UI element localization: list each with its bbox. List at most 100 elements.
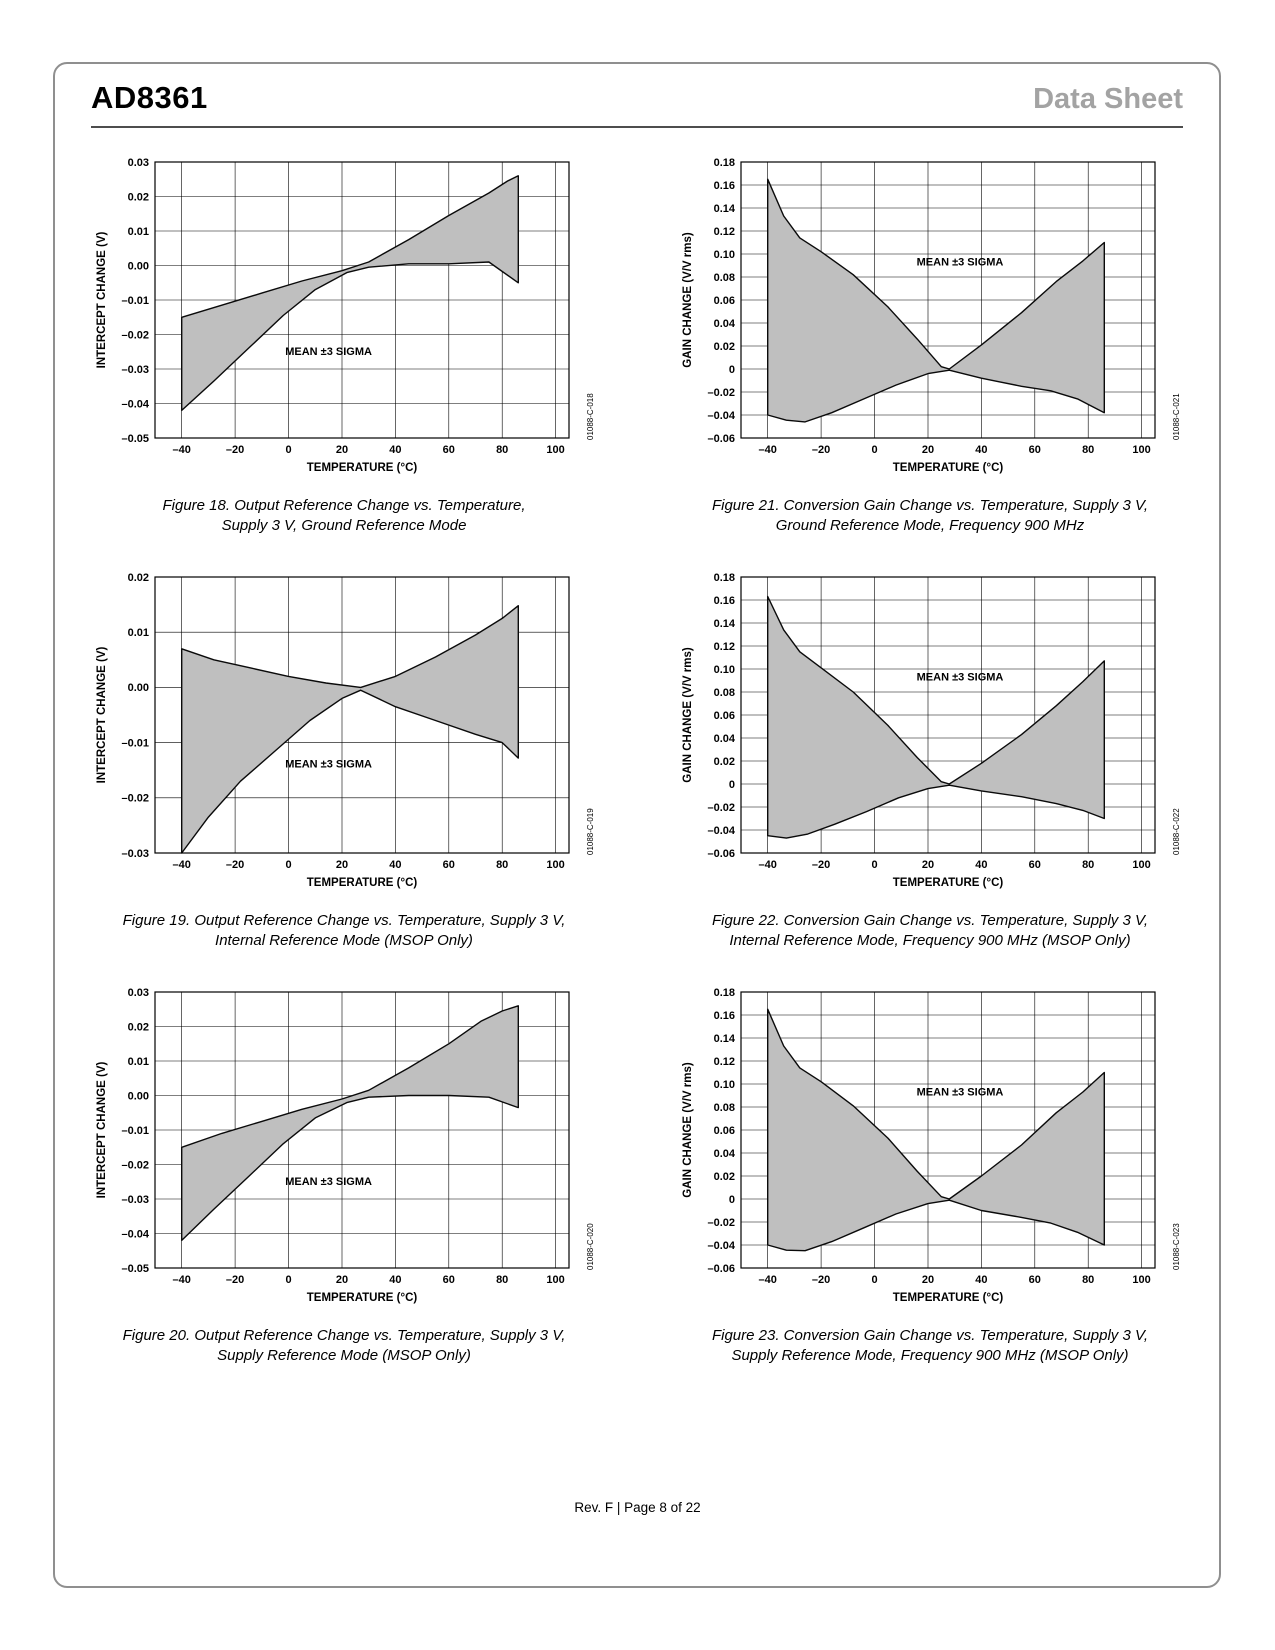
caption-line: Figure 20. Output Reference Change vs. T… (122, 1327, 566, 1344)
svg-text:0.10: 0.10 (714, 1079, 735, 1091)
svg-text:–40: –40 (173, 859, 191, 871)
svg-text:–0.06: –0.06 (707, 848, 735, 860)
svg-text:–20: –20 (226, 1274, 244, 1286)
svg-text:–0.02: –0.02 (121, 1159, 149, 1171)
svg-text:0.00: 0.00 (128, 1090, 149, 1102)
svg-text:20: 20 (922, 859, 934, 871)
svg-text:20: 20 (922, 1274, 934, 1286)
svg-text:–0.01: –0.01 (121, 1125, 149, 1137)
svg-text:0.04: 0.04 (714, 318, 736, 330)
figure-20-chart: –40 –20 0 20 40 60 80 100 0.03 0.02 0.01 0.00 –0.01 –… (91, 980, 597, 1320)
svg-text:0.18: 0.18 (714, 987, 735, 999)
product-title: AD8361 (91, 80, 208, 115)
svg-text:0: 0 (729, 364, 735, 376)
svg-text:0: 0 (729, 779, 735, 791)
figure-18: –40 –20 0 20 40 60 80 100 0.03 0.02 0.01 0.00 –0.01 –… (91, 150, 597, 535)
svg-text:0: 0 (285, 444, 291, 456)
svg-text:0.18: 0.18 (714, 572, 735, 584)
svg-text:0.00: 0.00 (128, 260, 149, 272)
svg-text:40: 40 (389, 1274, 401, 1286)
svg-text:20: 20 (336, 859, 348, 871)
svg-text:0.08: 0.08 (714, 687, 735, 699)
figure-22-chart: –40 –20 0 20 40 60 80 100 0.18 0.16 0.14 0.12 0.10 0.… (677, 565, 1183, 905)
svg-text:INTERCEPT CHANGE (V): INTERCEPT CHANGE (V) (96, 231, 108, 368)
caption-line: Figure 23. Conversion Gain Change vs. Te… (711, 1327, 1149, 1344)
svg-text:–0.04: –0.04 (707, 1240, 735, 1252)
svg-text:MEAN ±3 SIGMA: MEAN ±3 SIGMA (917, 672, 1004, 684)
svg-text:0: 0 (285, 1274, 291, 1286)
figure-21-caption: Figure 21. Conversion Gain Change vs. Te… (677, 496, 1183, 535)
svg-text:–0.04: –0.04 (121, 398, 149, 410)
page-footer: Rev. F | Page 8 of 22 (574, 1500, 701, 1515)
svg-text:MEAN ±3 SIGMA: MEAN ±3 SIGMA (285, 346, 372, 358)
svg-text:0.01: 0.01 (128, 1056, 149, 1068)
svg-text:0: 0 (729, 1194, 735, 1206)
svg-text:0.02: 0.02 (714, 756, 735, 768)
svg-text:–40: –40 (759, 1274, 777, 1286)
svg-text:0.06: 0.06 (714, 295, 735, 307)
svg-text:–40: –40 (759, 444, 777, 456)
svg-text:0.16: 0.16 (714, 595, 735, 607)
figure-20-caption: Figure 20. Output Reference Change vs. T… (91, 1326, 597, 1365)
figure-19-chart: –40 –20 0 20 40 60 80 100 0.02 0.01 0.00 –0.01 –0.02… (91, 565, 597, 905)
svg-text:–0.04: –0.04 (121, 1228, 149, 1240)
svg-text:0.16: 0.16 (714, 180, 735, 192)
svg-text:100: 100 (546, 859, 564, 871)
figure-20: –40 –20 0 20 40 60 80 100 0.03 0.02 0.01 0.00 –0.01 –… (91, 980, 597, 1365)
svg-text:–0.05: –0.05 (121, 1263, 149, 1275)
svg-text:60: 60 (443, 444, 455, 456)
svg-text:40: 40 (389, 859, 401, 871)
svg-text:–40: –40 (759, 859, 777, 871)
svg-text:01088-C-023: 01088-C-023 (1172, 1223, 1181, 1270)
svg-text:40: 40 (389, 444, 401, 456)
svg-text:20: 20 (922, 444, 934, 456)
svg-text:GAIN CHANGE (V/V rms): GAIN CHANGE (V/V rms) (682, 1062, 694, 1198)
page-border (53, 62, 1221, 1588)
svg-text:TEMPERATURE (°C): TEMPERATURE (°C) (893, 1292, 1004, 1304)
svg-text:0.06: 0.06 (714, 710, 735, 722)
caption-line: Figure 19. Output Reference Change vs. T… (122, 912, 566, 929)
svg-text:0: 0 (871, 444, 877, 456)
caption-line: Figure 22. Conversion Gain Change vs. Te… (711, 912, 1149, 929)
svg-text:0.12: 0.12 (714, 641, 735, 653)
svg-text:01088-C-018: 01088-C-018 (586, 393, 595, 440)
svg-text:–0.02: –0.02 (121, 329, 149, 341)
svg-text:–0.03: –0.03 (121, 848, 149, 860)
svg-text:TEMPERATURE (°C): TEMPERATURE (°C) (893, 877, 1004, 889)
svg-text:01088-C-022: 01088-C-022 (1172, 808, 1181, 855)
svg-text:60: 60 (1029, 1274, 1041, 1286)
svg-text:0.18: 0.18 (714, 157, 735, 169)
page-header: AD8361 Data Sheet (91, 80, 1183, 128)
svg-text:–0.02: –0.02 (707, 802, 735, 814)
svg-text:0.00: 0.00 (128, 682, 149, 694)
svg-text:–0.04: –0.04 (707, 410, 735, 422)
svg-text:–0.01: –0.01 (121, 737, 149, 749)
svg-text:0.04: 0.04 (714, 1148, 736, 1160)
caption-line: Figure 21. Conversion Gain Change vs. Te… (711, 497, 1149, 514)
svg-text:0: 0 (285, 859, 291, 871)
svg-text:–20: –20 (812, 859, 830, 871)
svg-text:–0.06: –0.06 (707, 1263, 735, 1275)
svg-text:0.02: 0.02 (128, 191, 149, 203)
svg-text:0.03: 0.03 (128, 157, 149, 169)
svg-text:–0.02: –0.02 (121, 793, 149, 805)
svg-text:MEAN ±3 SIGMA: MEAN ±3 SIGMA (285, 758, 372, 770)
svg-text:80: 80 (496, 1274, 508, 1286)
svg-text:0.10: 0.10 (714, 249, 735, 261)
svg-text:TEMPERATURE (°C): TEMPERATURE (°C) (307, 877, 418, 889)
svg-text:100: 100 (546, 444, 564, 456)
svg-text:0: 0 (871, 1274, 877, 1286)
svg-text:20: 20 (336, 444, 348, 456)
figure-21-chart: –40 –20 0 20 40 60 80 100 0.18 0.16 0.14 0.12 0.10 0.… (677, 150, 1183, 490)
figure-23-caption: Figure 23. Conversion Gain Change vs. Te… (677, 1326, 1183, 1365)
svg-text:20: 20 (336, 1274, 348, 1286)
svg-text:–20: –20 (812, 1274, 830, 1286)
svg-text:–0.06: –0.06 (707, 433, 735, 445)
figure-18-chart: –40 –20 0 20 40 60 80 100 0.03 0.02 0.01 0.00 –0.01 –… (91, 150, 597, 490)
svg-text:–40: –40 (173, 1274, 191, 1286)
svg-text:–0.02: –0.02 (707, 387, 735, 399)
svg-text:80: 80 (1082, 859, 1094, 871)
svg-text:60: 60 (1029, 444, 1041, 456)
svg-text:01088-C-019: 01088-C-019 (586, 808, 595, 855)
svg-text:80: 80 (1082, 1274, 1094, 1286)
